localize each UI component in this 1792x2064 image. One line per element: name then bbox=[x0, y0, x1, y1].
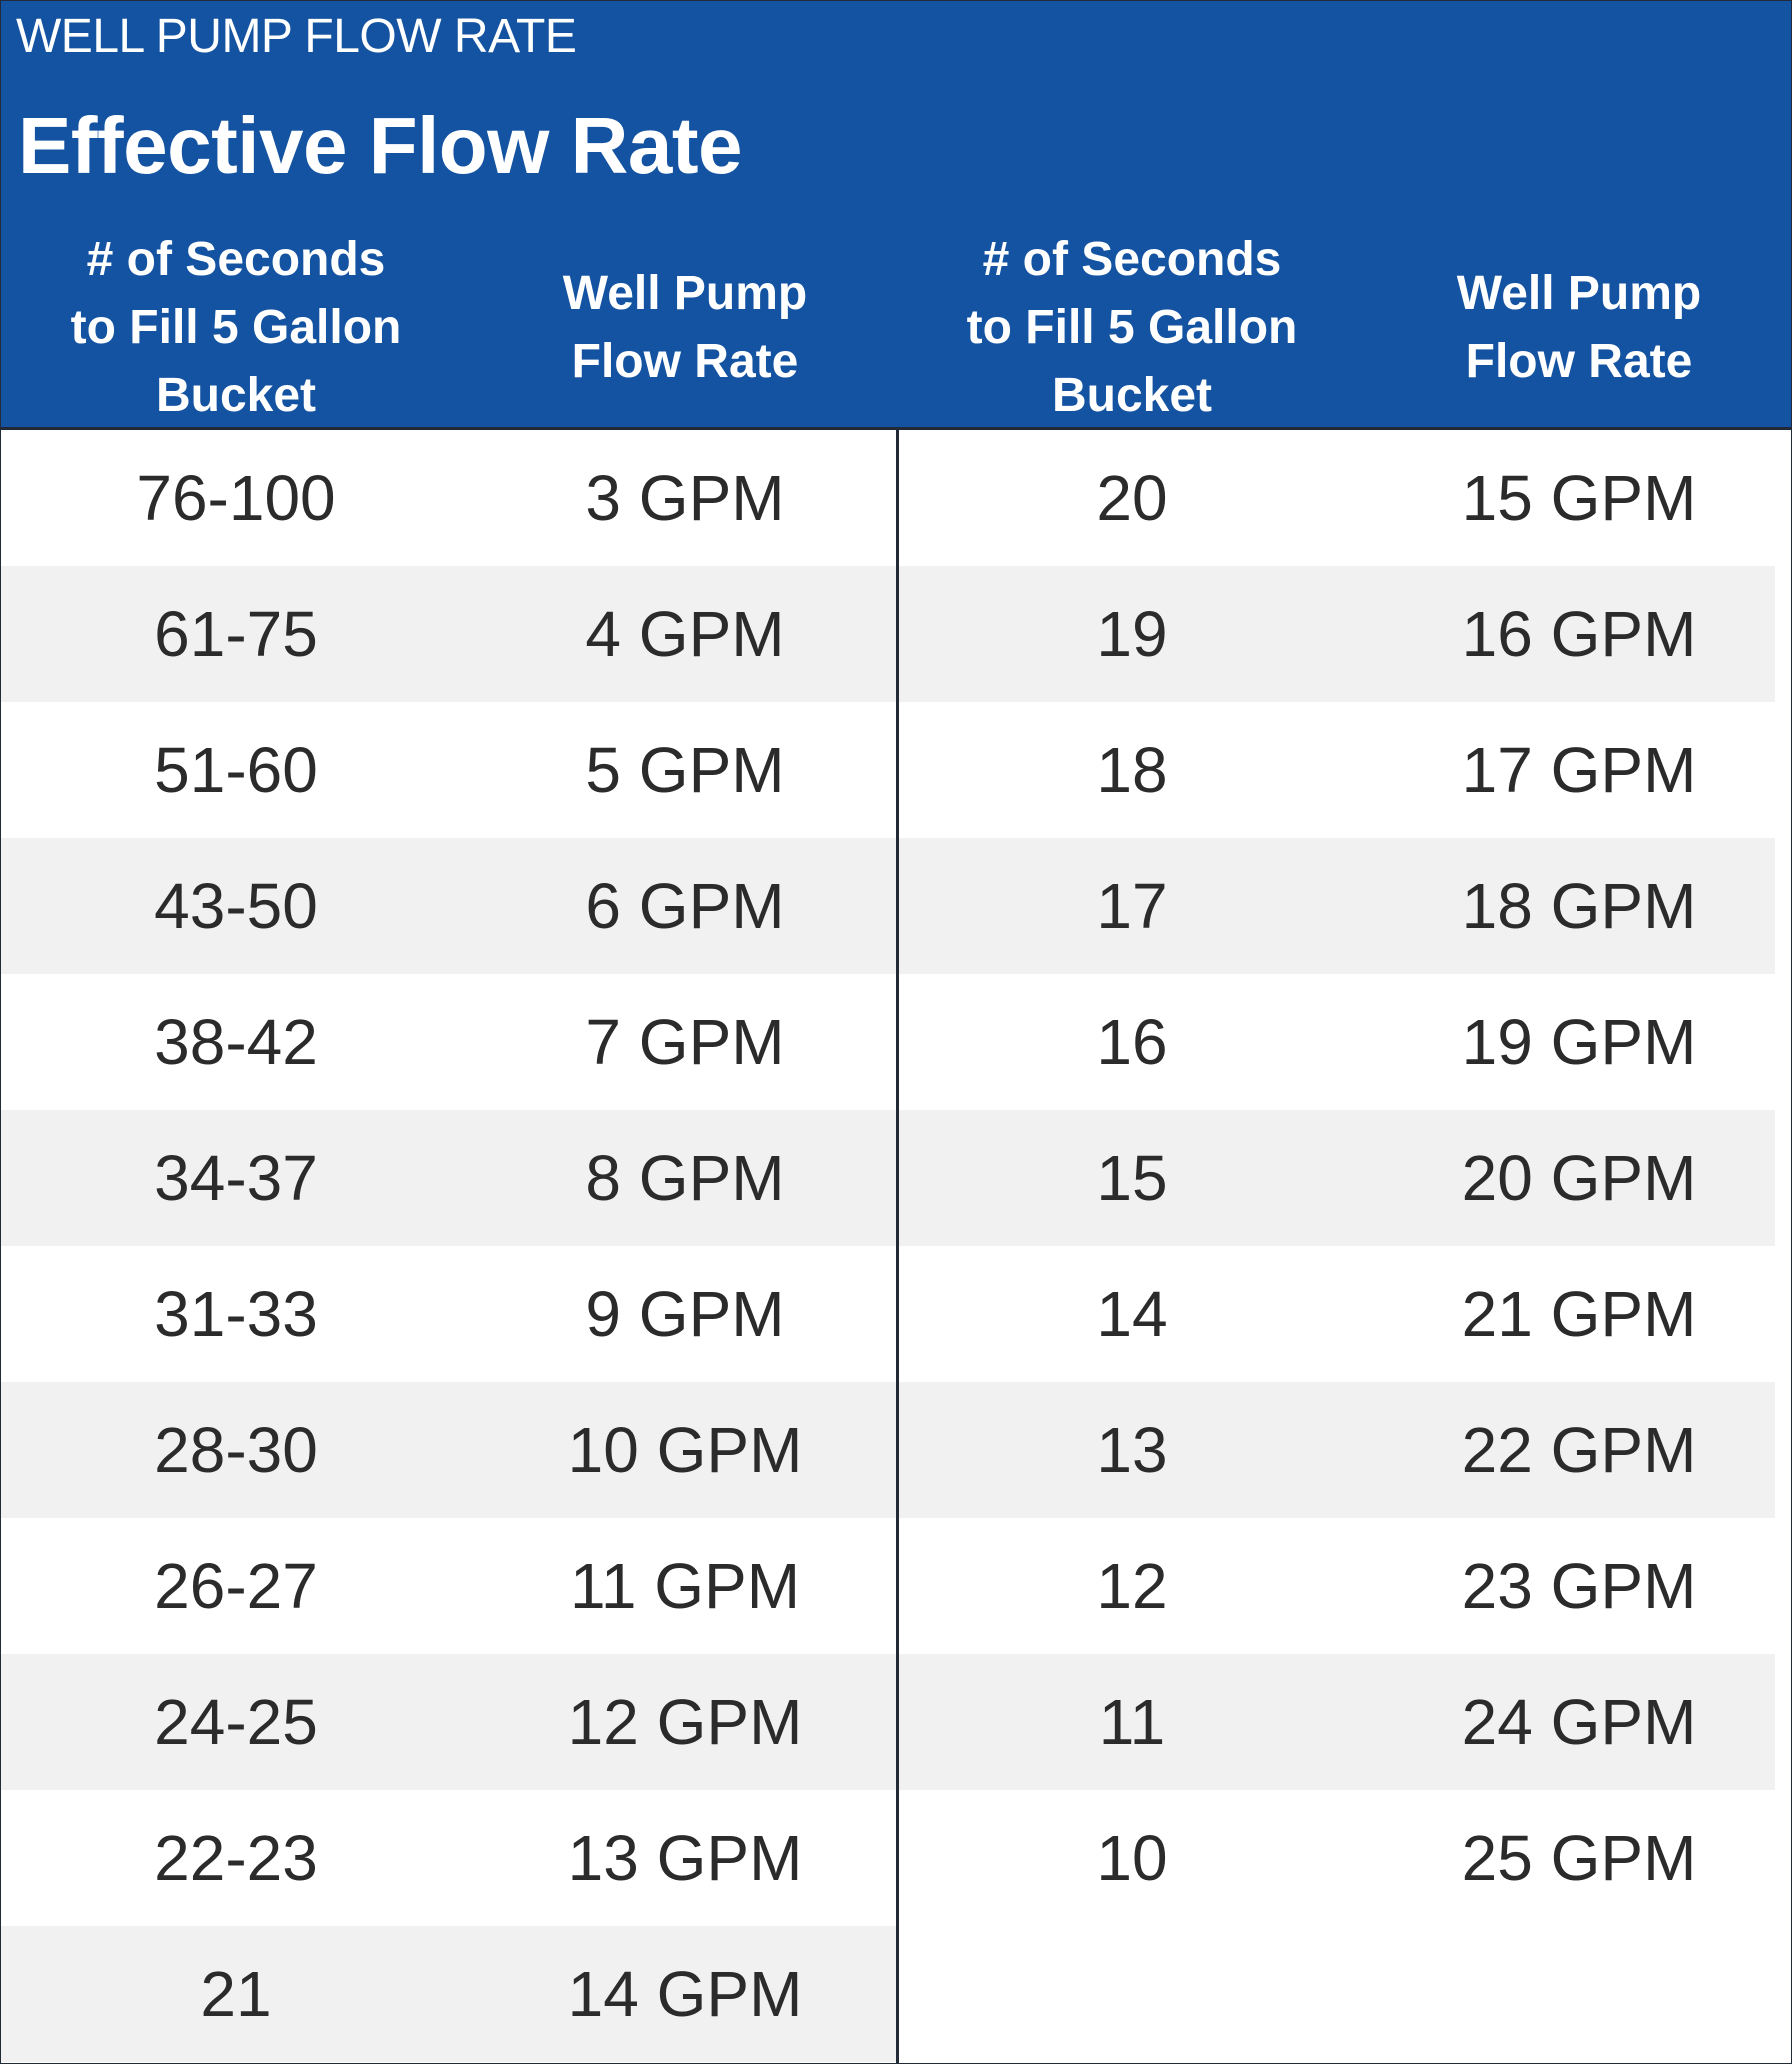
seconds-cell-left: 28-30 bbox=[154, 1414, 318, 1486]
row-stripe-right bbox=[899, 1654, 1775, 1790]
flow-rate-cell-left: 8 GPM bbox=[585, 1142, 785, 1214]
seconds-cell-left: 61-75 bbox=[154, 598, 318, 670]
flow-rate-cell-left: 3 GPM bbox=[585, 462, 785, 534]
table-row: 31-33 9 GPM 14 21 GPM bbox=[1, 1246, 1791, 1382]
column-header-label: # of Seconds to Fill 5 Gallon Bucket bbox=[966, 233, 1298, 422]
column-header-rate-left: Well Pump Flow Rate bbox=[471, 227, 899, 429]
flow-rate-cell-right: 17 GPM bbox=[1461, 734, 1697, 806]
flow-rate-cell-right: 20 GPM bbox=[1461, 1142, 1697, 1214]
flow-rate-cell-left: 13 GPM bbox=[567, 1822, 803, 1894]
column-header-rate-right: Well Pump Flow Rate bbox=[1367, 227, 1791, 429]
seconds-cell-right: 20 bbox=[1096, 462, 1168, 534]
table-row: 76-100 3 GPM 20 15 GPM bbox=[1, 430, 1791, 566]
seconds-cell-right: 10 bbox=[1096, 1822, 1168, 1894]
seconds-cell-right: 14 bbox=[1096, 1278, 1168, 1350]
flow-rate-cell-left: 4 GPM bbox=[585, 598, 785, 670]
table-header: WELL PUMP FLOW RATE Effective Flow Rate … bbox=[1, 1, 1791, 429]
flow-rate-cell-right: 15 GPM bbox=[1461, 462, 1697, 534]
flow-rate-cell-right: 21 GPM bbox=[1461, 1278, 1697, 1350]
flow-rate-cell-left: 9 GPM bbox=[585, 1278, 785, 1350]
flow-rate-cell-right: 18 GPM bbox=[1461, 870, 1697, 942]
column-header-label: Well Pump Flow Rate bbox=[562, 267, 808, 388]
center-divider bbox=[896, 429, 899, 2063]
column-header-label: Well Pump Flow Rate bbox=[1456, 267, 1702, 388]
table-row: 43-50 6 GPM 17 18 GPM bbox=[1, 838, 1791, 974]
seconds-cell-right: 17 bbox=[1096, 870, 1168, 942]
seconds-cell-right: 18 bbox=[1096, 734, 1168, 806]
seconds-cell-left: 38-42 bbox=[154, 1006, 318, 1078]
row-stripe-left bbox=[1, 566, 896, 702]
table-row: 51-60 5 GPM 18 17 GPM bbox=[1, 702, 1791, 838]
table-row: 34-37 8 GPM 15 20 GPM bbox=[1, 1110, 1791, 1246]
flow-rate-cell-right: 16 GPM bbox=[1461, 598, 1697, 670]
table-row: 28-30 10 GPM 13 22 GPM bbox=[1, 1382, 1791, 1518]
table-row: 21 14 GPM bbox=[1, 1926, 1791, 2062]
seconds-cell-left: 26-27 bbox=[154, 1550, 318, 1622]
flow-rate-cell-left: 5 GPM bbox=[585, 734, 785, 806]
seconds-cell-right: 16 bbox=[1096, 1006, 1168, 1078]
seconds-cell-left: 31-33 bbox=[154, 1278, 318, 1350]
seconds-cell-right: 11 bbox=[1098, 1686, 1166, 1758]
flow-rate-cell-left: 12 GPM bbox=[567, 1686, 803, 1758]
seconds-cell-left: 76-100 bbox=[136, 462, 336, 534]
seconds-cell-left: 24-25 bbox=[154, 1686, 318, 1758]
row-stripe-left bbox=[1, 1926, 896, 2062]
table-row: 24-25 12 GPM 11 24 GPM bbox=[1, 1654, 1791, 1790]
column-header-label: # of Seconds to Fill 5 Gallon Bucket bbox=[70, 233, 402, 422]
row-stripe-left bbox=[1, 1110, 896, 1246]
flow-rate-cell-right: 19 GPM bbox=[1461, 1006, 1697, 1078]
flow-rate-cell-right: 22 GPM bbox=[1461, 1414, 1697, 1486]
row-stripe-left bbox=[1, 1382, 896, 1518]
table-row: 61-75 4 GPM 19 16 GPM bbox=[1, 566, 1791, 702]
flow-rate-cell-right: 23 GPM bbox=[1461, 1550, 1697, 1622]
flow-rate-cell-left: 11 GPM bbox=[570, 1550, 800, 1622]
flow-rate-cell-left: 7 GPM bbox=[585, 1006, 785, 1078]
seconds-cell-left: 34-37 bbox=[154, 1142, 318, 1214]
flow-rate-cell-left: 10 GPM bbox=[567, 1414, 803, 1486]
row-stripe-right bbox=[899, 566, 1775, 702]
flow-rate-cell-right: 24 GPM bbox=[1461, 1686, 1697, 1758]
seconds-cell-left: 22-23 bbox=[154, 1822, 318, 1894]
seconds-cell-right: 19 bbox=[1096, 598, 1168, 670]
row-stripe-right bbox=[899, 1110, 1775, 1246]
seconds-cell-right: 13 bbox=[1096, 1414, 1168, 1486]
flow-rate-cell-right: 25 GPM bbox=[1461, 1822, 1697, 1894]
seconds-cell-right: 15 bbox=[1096, 1142, 1168, 1214]
seconds-cell-left: 43-50 bbox=[154, 870, 318, 942]
row-stripe-right bbox=[899, 1382, 1775, 1518]
seconds-cell-right: 12 bbox=[1096, 1550, 1168, 1622]
seconds-cell-left: 51-60 bbox=[154, 734, 318, 806]
chart-kicker: WELL PUMP FLOW RATE bbox=[16, 10, 577, 63]
row-stripe-left bbox=[1, 838, 896, 974]
seconds-cell-left: 21 bbox=[200, 1958, 272, 2030]
chart-title: Effective Flow Rate bbox=[18, 101, 743, 190]
table-row: 38-42 7 GPM 16 19 GPM bbox=[1, 974, 1791, 1110]
header-divider bbox=[1, 427, 1791, 430]
row-stripe-right bbox=[899, 838, 1775, 974]
flow-rate-cell-left: 14 GPM bbox=[567, 1958, 803, 2030]
flow-rate-cell-left: 6 GPM bbox=[585, 870, 785, 942]
column-header-seconds-right: # of Seconds to Fill 5 Gallon Bucket bbox=[897, 227, 1367, 429]
table-body: 76-100 3 GPM 20 15 GPM 61-75 4 GPM 19 16 GPM 51-… bbox=[1, 430, 1791, 2062]
row-stripe-left bbox=[1, 1654, 896, 1790]
column-header-seconds-left: # of Seconds to Fill 5 Gallon Bucket bbox=[1, 227, 471, 429]
table-row: 26-27 11 GPM 12 23 GPM bbox=[1, 1518, 1791, 1654]
table-row: 22-23 13 GPM 10 25 GPM bbox=[1, 1790, 1791, 1926]
